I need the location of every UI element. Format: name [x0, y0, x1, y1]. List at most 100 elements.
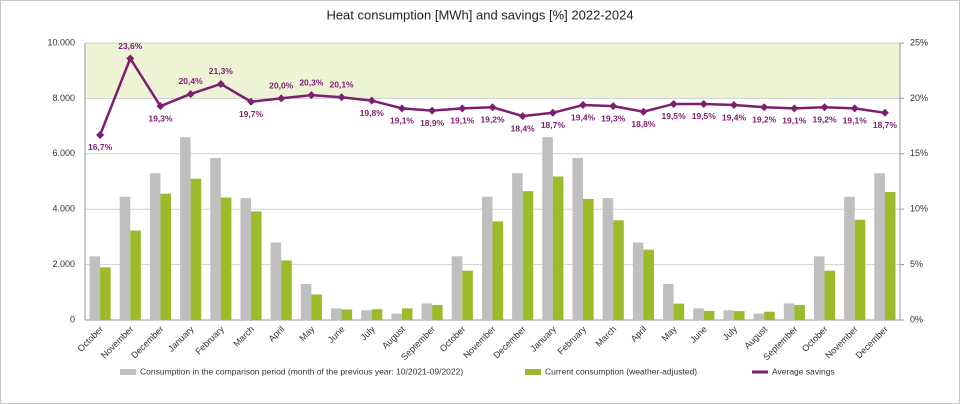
value-label: 19,3%: [148, 113, 173, 123]
bar: [401, 308, 413, 320]
marker: [307, 91, 316, 100]
bar: [421, 303, 433, 320]
bar: [783, 303, 795, 320]
bar: [693, 308, 704, 320]
marker: [488, 103, 497, 112]
value-label: 19,5%: [692, 111, 717, 121]
bar: [874, 173, 885, 320]
bar: [361, 310, 372, 320]
bar: [733, 311, 745, 320]
bar: [602, 198, 614, 320]
bar: [119, 196, 131, 320]
value-label: 23,6%: [118, 41, 143, 51]
bar: [451, 256, 463, 320]
y2-tick-label: 10%: [910, 204, 928, 214]
bar: [240, 198, 252, 320]
y-tick-label: 4.000: [52, 204, 75, 214]
value-label: 20,0%: [269, 81, 294, 91]
bar: [613, 220, 624, 320]
value-label: 18,9%: [420, 118, 445, 128]
marker: [518, 112, 527, 121]
y2-tick-label: 0%: [910, 314, 923, 324]
bar: [432, 305, 443, 320]
bar: [220, 197, 232, 320]
value-label: 19,1%: [450, 116, 475, 126]
bar: [300, 283, 312, 320]
marker: [790, 104, 799, 113]
chart-title: Heat consumption [MWh] and savings [%] 2…: [326, 7, 633, 22]
legend-label: Average savings: [772, 366, 835, 376]
bar: [190, 178, 202, 320]
value-label: 21,3%: [209, 66, 234, 76]
marker: [397, 104, 406, 113]
value-label: 19,1%: [782, 116, 807, 126]
legend-swatch: [120, 369, 136, 375]
marker: [609, 102, 618, 111]
bar: [663, 283, 674, 320]
bar: [210, 157, 221, 320]
value-label: 20,4%: [179, 76, 204, 86]
value-label: 18,4%: [511, 123, 536, 133]
bar: [492, 221, 504, 320]
marker: [216, 79, 225, 88]
marker: [247, 97, 256, 106]
bar: [753, 313, 765, 320]
legend-label: Current consumption (weather-adjusted): [545, 366, 697, 376]
bar: [643, 249, 654, 320]
marker: [880, 108, 889, 117]
value-label: 19,3%: [601, 113, 626, 123]
y-tick-label: 6.000: [52, 148, 75, 158]
marker: [579, 101, 588, 110]
marker: [820, 103, 829, 112]
bar: [552, 176, 564, 320]
value-label: 19,1%: [390, 116, 415, 126]
bar: [270, 242, 282, 320]
marker: [277, 94, 286, 103]
marker: [126, 54, 135, 63]
bar: [160, 193, 172, 320]
value-label: 18,7%: [873, 120, 898, 130]
marker: [337, 93, 346, 102]
marker: [699, 99, 708, 108]
value-label: 19,2%: [752, 115, 777, 125]
bar: [884, 192, 896, 320]
bar: [391, 313, 402, 320]
y2-tick-label: 5%: [910, 259, 923, 269]
bar: [149, 173, 161, 320]
marker: [186, 89, 195, 98]
bar: [583, 198, 594, 320]
bar: [331, 308, 342, 320]
highlight-band: [85, 43, 900, 99]
value-label: 19,2%: [480, 115, 505, 125]
marker: [428, 106, 437, 115]
value-label: 18,8%: [631, 119, 656, 129]
bar: [89, 256, 101, 320]
marker: [639, 107, 648, 116]
bar: [512, 173, 523, 320]
y-tick-label: 0: [70, 314, 75, 324]
bar: [341, 309, 353, 320]
bar: [844, 196, 855, 320]
marker: [760, 103, 769, 112]
value-label: 19,8%: [360, 108, 385, 118]
bar: [632, 242, 644, 320]
y-tick-label: 10.000: [47, 37, 75, 47]
bar: [130, 230, 141, 320]
bar: [281, 260, 292, 320]
value-label: 19,1%: [843, 116, 868, 126]
bar: [572, 157, 584, 320]
bar: [723, 310, 734, 320]
y-tick-label: 2.000: [52, 259, 75, 269]
marker: [96, 130, 105, 139]
bar: [311, 294, 322, 320]
value-label: 20,1%: [330, 80, 355, 90]
marker: [669, 99, 678, 108]
marker: [850, 104, 859, 113]
bar: [371, 309, 383, 320]
bar: [813, 256, 825, 320]
bar: [522, 191, 534, 320]
bar: [180, 137, 191, 320]
bar: [100, 267, 111, 320]
legend-swatch: [525, 369, 541, 375]
